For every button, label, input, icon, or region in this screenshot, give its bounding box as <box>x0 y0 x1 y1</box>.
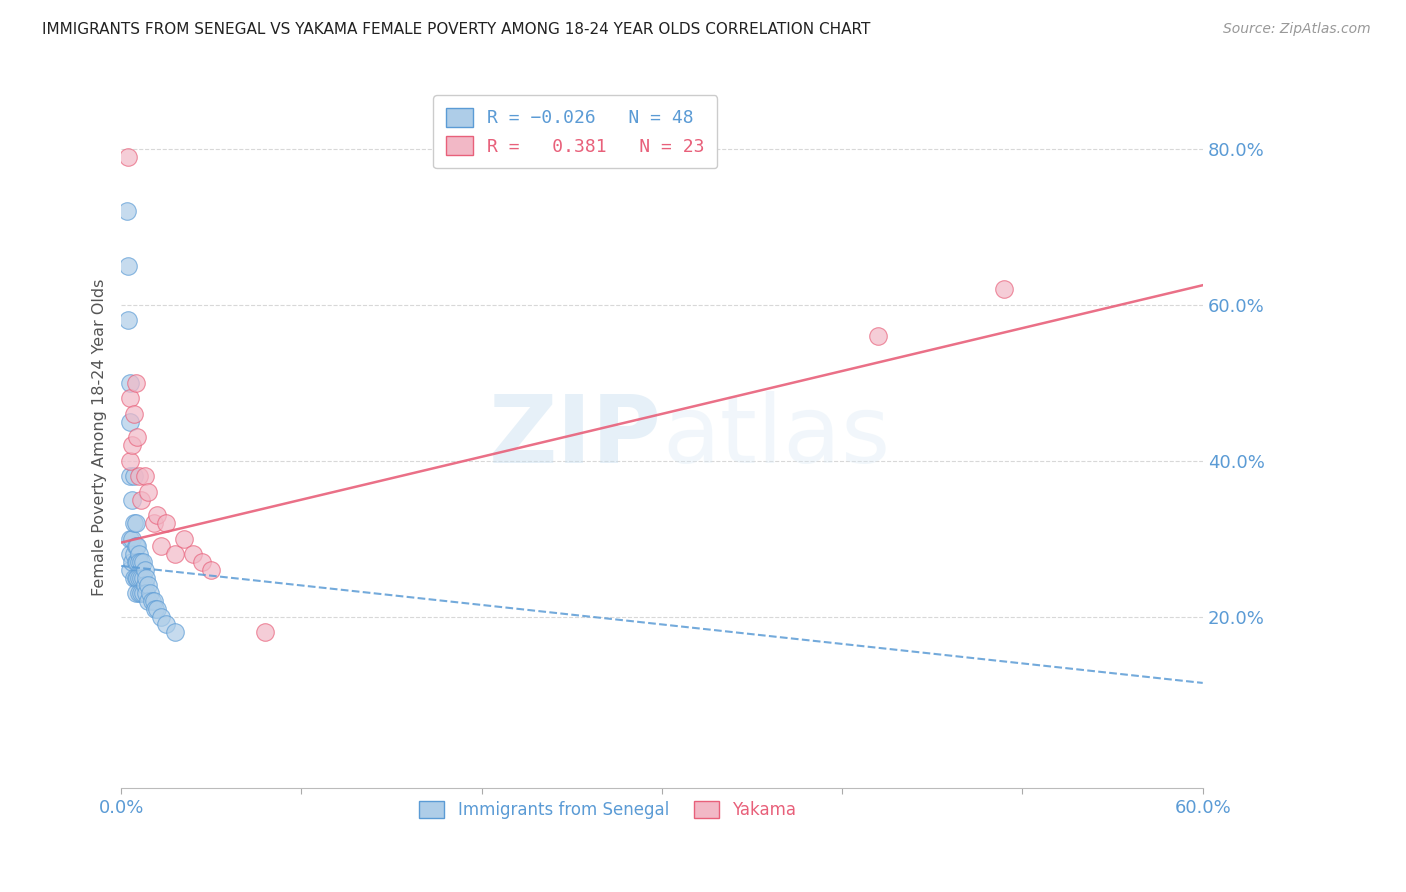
Point <box>120 415 142 429</box>
Point <box>120 547 142 561</box>
Point <box>200 563 222 577</box>
Point <box>149 609 172 624</box>
Point <box>124 516 146 530</box>
Point <box>124 586 146 600</box>
Point <box>139 586 162 600</box>
Point <box>868 329 890 343</box>
Point <box>165 547 187 561</box>
Point <box>128 547 150 561</box>
Point <box>146 508 169 523</box>
Point <box>120 453 142 467</box>
Point <box>128 571 150 585</box>
Point <box>124 540 146 554</box>
Point <box>122 571 145 585</box>
Point <box>127 540 149 554</box>
Point <box>122 547 145 561</box>
Point <box>132 586 155 600</box>
Point <box>124 571 146 585</box>
Point <box>121 438 143 452</box>
Point <box>120 532 142 546</box>
Point <box>142 516 165 530</box>
Text: ZIP: ZIP <box>489 392 662 483</box>
Point <box>134 469 156 483</box>
Legend: Immigrants from Senegal, Yakama: Immigrants from Senegal, Yakama <box>409 791 807 829</box>
Point <box>173 532 195 546</box>
Point <box>121 555 143 569</box>
Point <box>117 313 139 327</box>
Point <box>121 492 143 507</box>
Point <box>124 555 146 569</box>
Point <box>134 578 156 592</box>
Point <box>129 586 152 600</box>
Point <box>254 625 277 640</box>
Text: Source: ZipAtlas.com: Source: ZipAtlas.com <box>1223 22 1371 37</box>
Point <box>132 571 155 585</box>
Point <box>128 555 150 569</box>
Point <box>181 547 204 561</box>
Point <box>155 516 177 530</box>
Point <box>145 602 167 616</box>
Point <box>128 586 150 600</box>
Point <box>117 149 139 163</box>
Point <box>124 376 146 390</box>
Text: IMMIGRANTS FROM SENEGAL VS YAKAMA FEMALE POVERTY AMONG 18-24 YEAR OLDS CORRELATI: IMMIGRANTS FROM SENEGAL VS YAKAMA FEMALE… <box>42 22 870 37</box>
Point <box>141 594 163 608</box>
Point <box>129 571 152 585</box>
Point <box>146 602 169 616</box>
Point <box>121 532 143 546</box>
Point <box>135 586 157 600</box>
Point <box>122 407 145 421</box>
Point <box>120 563 142 577</box>
Point <box>142 594 165 608</box>
Point <box>136 484 159 499</box>
Point <box>155 617 177 632</box>
Point <box>129 555 152 569</box>
Point <box>132 555 155 569</box>
Point <box>129 492 152 507</box>
Point <box>115 204 138 219</box>
Point <box>127 430 149 444</box>
Point <box>122 469 145 483</box>
Point <box>120 376 142 390</box>
Point <box>993 282 1015 296</box>
Point <box>122 516 145 530</box>
Y-axis label: Female Poverty Among 18-24 Year Olds: Female Poverty Among 18-24 Year Olds <box>93 278 107 596</box>
Point <box>136 578 159 592</box>
Point <box>120 469 142 483</box>
Point <box>136 594 159 608</box>
Point <box>149 540 172 554</box>
Point <box>191 555 214 569</box>
Point <box>128 469 150 483</box>
Text: atlas: atlas <box>662 392 890 483</box>
Point <box>165 625 187 640</box>
Point <box>117 259 139 273</box>
Point <box>127 571 149 585</box>
Point <box>134 563 156 577</box>
Point <box>127 555 149 569</box>
Point <box>135 571 157 585</box>
Point <box>120 392 142 406</box>
